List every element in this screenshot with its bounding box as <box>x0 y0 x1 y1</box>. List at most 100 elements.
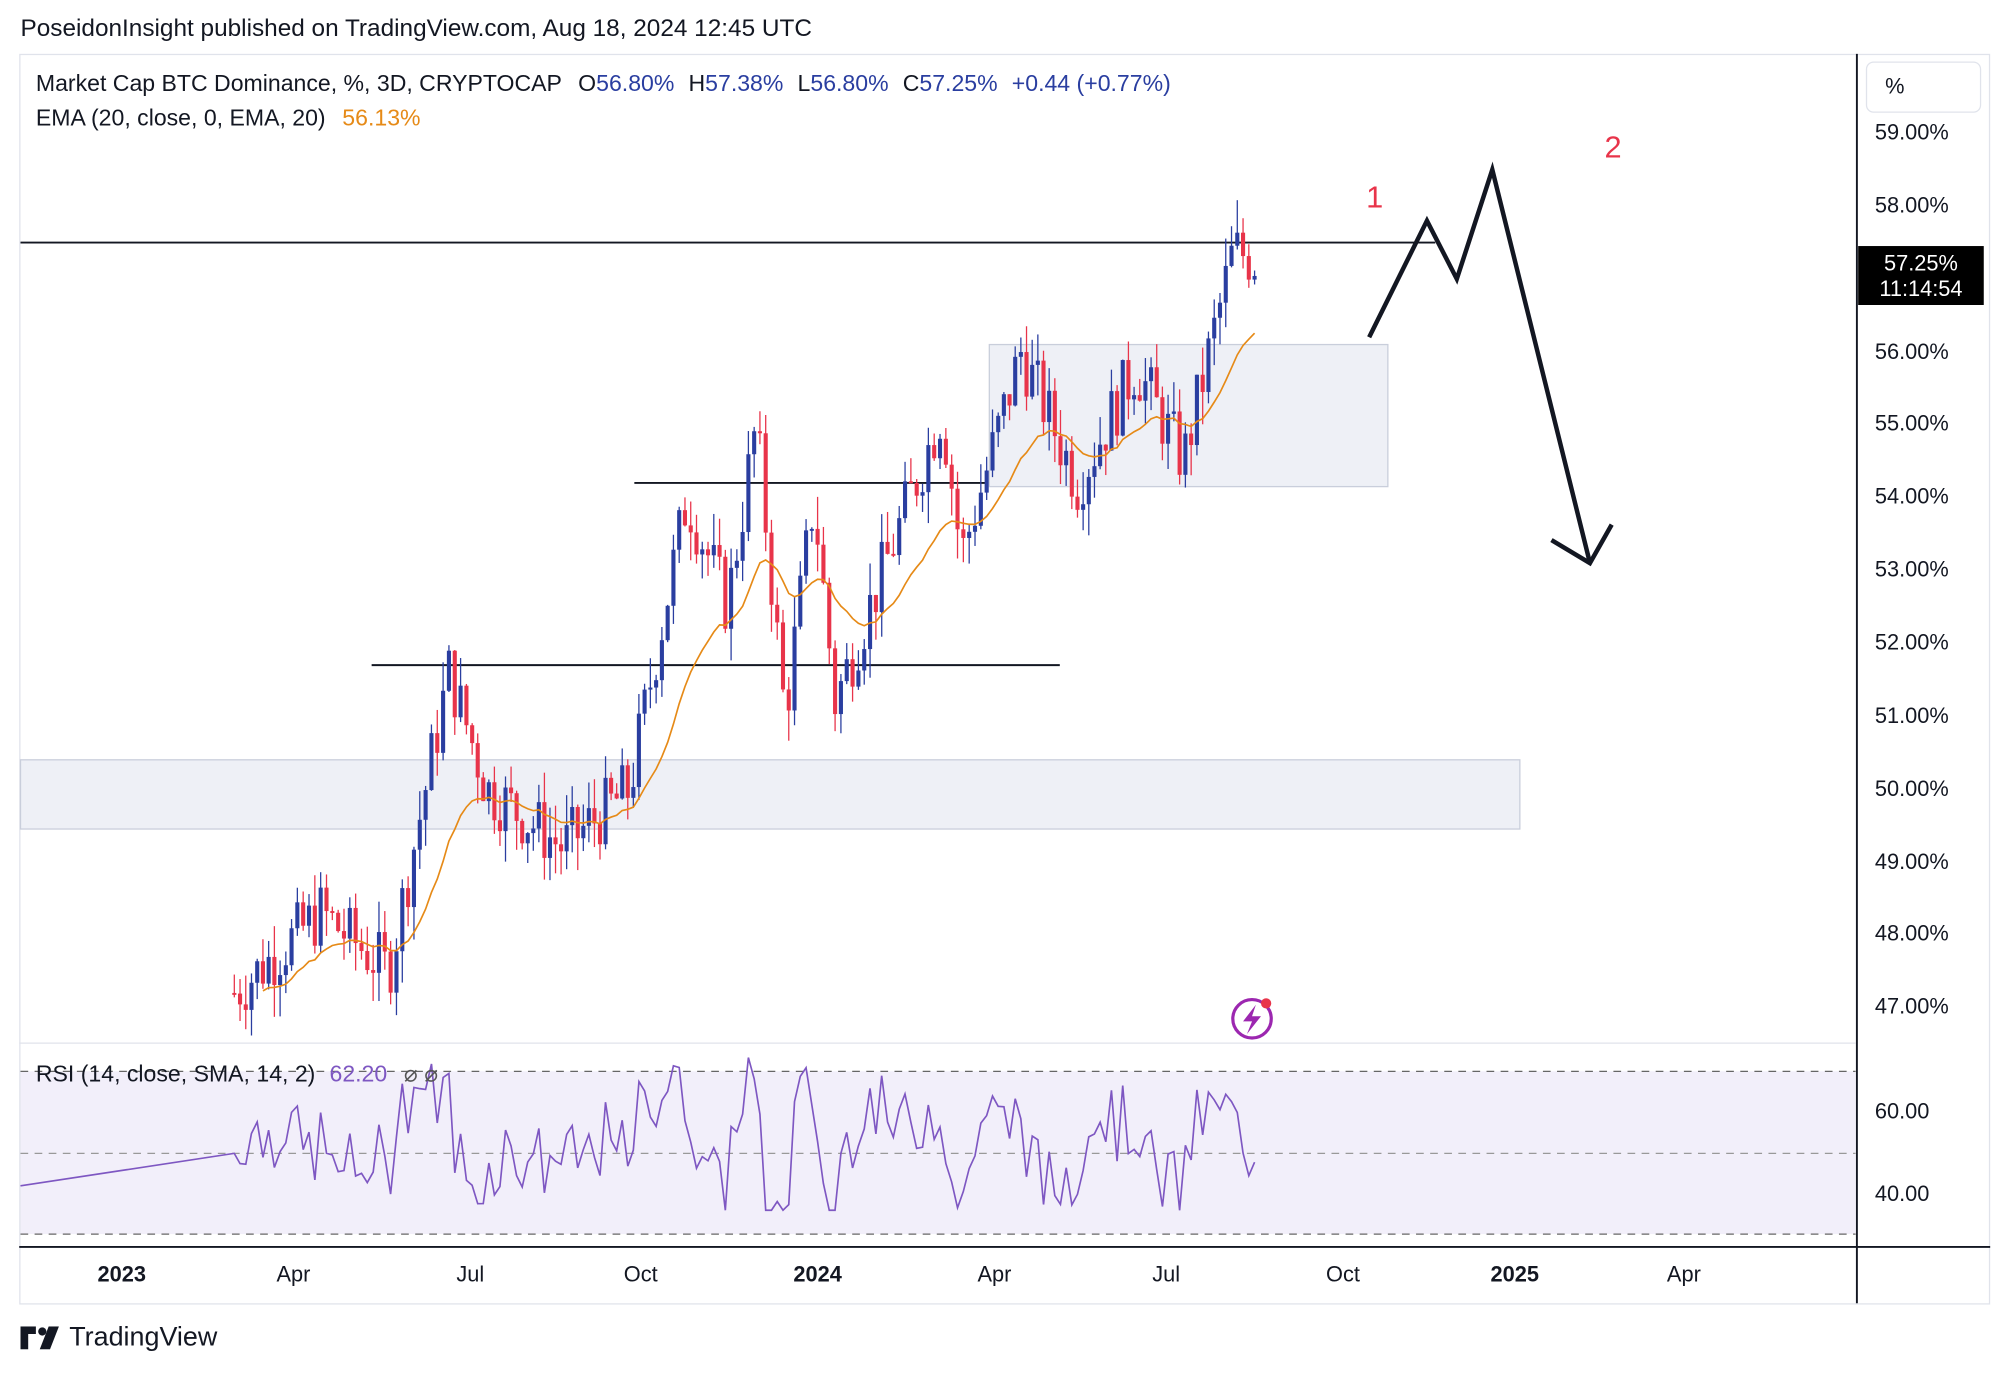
candle-body <box>856 670 861 687</box>
rsi-value: 62.20 <box>329 1061 388 1087</box>
candle-body <box>636 713 641 788</box>
candle-body <box>1109 391 1114 451</box>
ema-line <box>262 332 1256 992</box>
candle-body <box>902 481 908 519</box>
candle-body <box>581 825 586 839</box>
support-zone <box>19 759 1521 830</box>
candle-body <box>990 432 995 471</box>
bar-countdown: 11:14:54 <box>1879 276 1963 302</box>
candle-body <box>978 492 983 526</box>
candle-body <box>278 975 283 986</box>
candle-body <box>752 431 757 455</box>
candle-body <box>844 659 849 682</box>
time-tick: 2024 <box>793 1262 842 1287</box>
candle-body <box>289 928 294 966</box>
candle-body <box>1064 450 1069 466</box>
candle-body <box>780 622 786 690</box>
publish-header: PoseidonInsight published on TradingView… <box>20 15 812 43</box>
candle-body <box>509 787 514 794</box>
candle-body <box>961 529 966 538</box>
candle-body <box>620 765 625 799</box>
price-tick: 59.00% <box>1874 120 1949 145</box>
candle-body <box>283 965 288 976</box>
candle-body <box>481 777 486 802</box>
candle-body <box>1001 394 1006 416</box>
candle-body <box>470 725 475 744</box>
symbol-legend[interactable]: Market Cap BTC Dominance, %, 3D, CRYPTOC… <box>36 70 1171 97</box>
time-tick: Apr <box>1666 1262 1701 1287</box>
candle-body <box>654 680 659 688</box>
candle-body <box>1126 360 1131 400</box>
rsi-label: RSI (14, close, SMA, 14, 2) <box>35 1061 316 1087</box>
candle-body <box>1160 397 1165 444</box>
close-value: 57.25% <box>919 70 998 97</box>
candle-body <box>1030 364 1035 397</box>
candle-body <box>914 482 919 496</box>
candle-body <box>729 567 734 629</box>
candle-body <box>827 582 832 649</box>
candle-body <box>642 689 647 714</box>
wave-label-2: 2 <box>1604 130 1622 166</box>
candle-body <box>1143 381 1148 401</box>
unit-toggle[interactable]: % <box>1865 61 1982 113</box>
candle-body <box>862 649 867 671</box>
candle-body <box>564 825 569 852</box>
candle-body <box>984 470 989 493</box>
candle-body <box>1081 504 1086 510</box>
candle-body <box>1103 444 1108 451</box>
tradingview-logo[interactable]: TradingView <box>20 1323 217 1354</box>
candle-body <box>891 553 896 556</box>
ema-legend[interactable]: EMA (20, close, 0, EMA, 20) 56.13% <box>36 105 421 132</box>
time-tick: Apr <box>276 1262 311 1287</box>
candle-body <box>625 765 630 798</box>
candle-body <box>1018 352 1023 357</box>
candle-body <box>429 733 434 791</box>
candle-body <box>682 510 688 526</box>
time-tick: Oct <box>1326 1262 1360 1287</box>
candle-body <box>400 888 405 952</box>
candle-body <box>531 828 536 834</box>
candle-body <box>688 525 693 533</box>
change-value: +0.44 (+0.77%) <box>1011 70 1171 97</box>
candle-body <box>503 787 508 832</box>
candle-body <box>821 544 826 583</box>
candle-body <box>1092 466 1097 477</box>
candle-body <box>631 787 636 798</box>
rsi-line <box>20 1057 1256 1212</box>
open-value: 56.80% <box>596 70 675 97</box>
last-price-tag: 57.25% 11:14:54 <box>1858 246 1984 305</box>
candle-body <box>514 793 519 821</box>
candle-body <box>525 833 530 844</box>
candle-body <box>394 951 399 993</box>
price-tick: 58.00% <box>1874 193 1949 218</box>
candle-body <box>1154 367 1159 398</box>
candle-body <box>255 961 260 983</box>
candle-body <box>295 902 300 929</box>
candle-body <box>1035 360 1040 365</box>
candle-body <box>1212 317 1217 339</box>
candle-body <box>1086 476 1091 505</box>
candle-body <box>838 681 843 715</box>
candle-body <box>798 575 803 627</box>
symbol-name: Market Cap BTC Dominance, %, 3D, CRYPTOC… <box>35 70 562 97</box>
rsi-extra: ⌀ ⌀ <box>403 1061 439 1087</box>
candle-body <box>1171 411 1176 414</box>
candle-body <box>967 531 972 538</box>
low-label: L <box>797 70 811 97</box>
rsi-legend[interactable]: RSI (14, close, SMA, 14, 2) 62.20 ⌀ ⌀ <box>36 1061 438 1088</box>
ema-value: 56.13% <box>342 105 421 131</box>
candle-body <box>260 961 265 984</box>
candle-body <box>1252 275 1257 280</box>
candle-body <box>996 415 1001 433</box>
candle-body <box>411 849 417 908</box>
candle-body <box>371 970 376 973</box>
lightning-icon[interactable] <box>1231 997 1273 1040</box>
candle-body <box>341 931 347 939</box>
candle-body <box>815 528 820 545</box>
candle-body <box>347 907 352 939</box>
open-label: O <box>578 70 597 97</box>
candle-body <box>1120 360 1125 436</box>
candle-body <box>1149 367 1154 382</box>
candle-body <box>417 819 422 850</box>
